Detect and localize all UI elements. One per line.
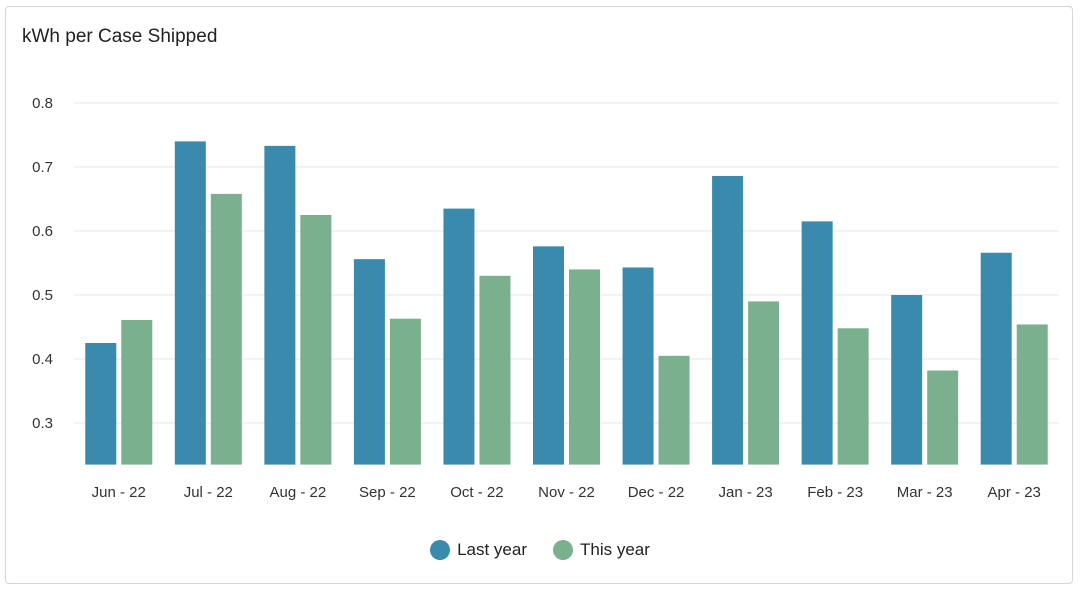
y-tick-label: 0.8	[32, 95, 53, 112]
bar-this-year[interactable]	[569, 269, 600, 465]
bar-last-year[interactable]	[174, 141, 206, 465]
legend-label-this-year: This year	[580, 540, 650, 559]
bar-this-year[interactable]	[389, 318, 421, 465]
x-tick-label: Sep - 22	[359, 484, 416, 501]
x-tick-label: Jun - 22	[92, 484, 146, 501]
legend-item-last-year[interactable]: Last year	[430, 540, 527, 560]
bar-last-year[interactable]	[891, 295, 923, 465]
legend-swatch-this-year	[553, 540, 573, 560]
bar-this-year[interactable]	[121, 319, 153, 465]
bar-this-year[interactable]	[658, 355, 690, 465]
legend: Last year This year	[6, 540, 1074, 560]
chart-title: kWh per Case Shipped	[22, 26, 218, 47]
bar-this-year[interactable]	[1016, 324, 1048, 465]
y-tick-label: 0.6	[32, 223, 53, 240]
legend-swatch-last-year	[430, 540, 451, 560]
bar-last-year[interactable]	[980, 252, 1012, 465]
legend-item-this-year[interactable]: This year	[553, 540, 650, 560]
bars	[85, 141, 1048, 465]
x-tick-label: Nov - 22	[538, 484, 595, 501]
bar-last-year[interactable]	[801, 221, 833, 465]
bar-this-year[interactable]	[748, 301, 780, 465]
bar-this-year[interactable]	[479, 275, 511, 465]
legend-label-last-year: Last year	[457, 540, 527, 559]
x-tick-label: Aug - 22	[270, 484, 327, 501]
bar-last-year[interactable]	[264, 145, 296, 465]
bar-last-year[interactable]	[712, 175, 744, 465]
x-tick-label: Oct - 22	[450, 484, 503, 501]
y-tick-label: 0.5	[32, 287, 53, 304]
bar-this-year[interactable]	[210, 193, 242, 465]
bar-this-year[interactable]	[837, 328, 869, 465]
x-tick-label: Feb - 23	[807, 484, 863, 501]
bar-this-year[interactable]	[927, 370, 959, 465]
chart-card: kWh per Case Shipped 0.3 0.4 0.5 0.6 0.7 0.8 …	[5, 6, 1073, 584]
y-tick-label: 0.4	[32, 351, 53, 368]
bar-chart: 0.3 0.4 0.5 0.6 0.7 0.8 Jun - 22 Jul - 22 Aug -…	[32, 95, 1059, 501]
bar-this-year[interactable]	[300, 215, 332, 465]
bar-last-year[interactable]	[533, 246, 564, 465]
x-tick-label: Jan - 23	[718, 484, 772, 501]
x-tick-label: Apr - 23	[988, 484, 1041, 501]
bar-last-year[interactable]	[443, 208, 475, 465]
x-tick-label: Jul - 22	[184, 484, 233, 501]
y-tick-label: 0.3	[32, 415, 53, 432]
x-tick-label: Dec - 22	[628, 484, 685, 501]
y-tick-label: 0.7	[32, 159, 53, 176]
bar-last-year[interactable]	[353, 259, 385, 465]
bar-last-year[interactable]	[622, 267, 654, 465]
x-axis-ticks: Jun - 22 Jul - 22 Aug - 22 Sep - 22 Oct - 22…	[92, 484, 1041, 501]
y-axis-ticks: 0.3 0.4 0.5 0.6 0.7 0.8	[32, 95, 53, 432]
x-tick-label: Mar - 23	[897, 484, 953, 501]
bar-last-year[interactable]	[85, 343, 117, 465]
